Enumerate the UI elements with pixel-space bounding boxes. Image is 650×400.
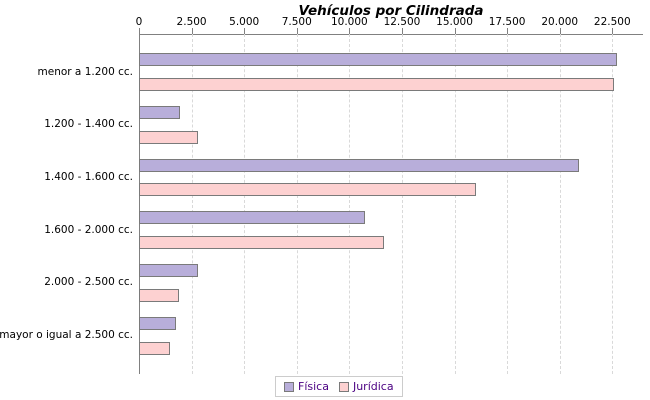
x-tick-mark: [559, 28, 561, 34]
x-tick-label: 20.000: [541, 16, 579, 28]
bar-fisica-1: [139, 106, 180, 119]
x-tick-label: 12.500: [383, 16, 421, 28]
bar-juridica-1: [139, 130, 198, 144]
legend-label: Jurídica: [352, 380, 394, 393]
category-label: 1.200 - 1.400 cc.: [44, 118, 133, 131]
bar-juridica-3: [139, 236, 384, 250]
y-axis-line: [139, 34, 140, 374]
x-tick-label: 5.000: [229, 16, 260, 28]
bar-fisica-4: [139, 264, 198, 278]
gridline: [559, 34, 561, 374]
bar-fisica-2: [139, 158, 579, 172]
chart-title: Vehículos por Cilindrada: [298, 3, 484, 19]
x-tick-label: 10.000: [330, 16, 368, 28]
x-tick-mark: [244, 28, 246, 34]
legend-item: Jurídica: [338, 380, 394, 393]
bar-juridica-4: [139, 288, 179, 302]
x-tick-mark: [612, 28, 614, 34]
bar-fisica-5: [139, 316, 176, 330]
x-tick-mark: [454, 28, 456, 34]
bar-juridica-5: [139, 341, 170, 355]
gridline: [454, 34, 456, 374]
category-label: menor a 1.200 cc.: [37, 65, 133, 78]
bar-fisica-0: [139, 53, 617, 67]
legend-label: Física: [298, 380, 329, 393]
gridline: [244, 34, 246, 374]
x-tick-mark: [296, 28, 298, 34]
gridline: [612, 34, 614, 374]
x-tick-label: 15.000: [436, 16, 473, 28]
x-tick-mark: [507, 28, 509, 34]
legend-swatch-icon: [338, 381, 349, 392]
category-label: 2.000 - 2.500 cc.: [44, 276, 133, 289]
gridline: [401, 34, 403, 374]
legend: Física Jurídica: [275, 376, 403, 397]
gridline: [296, 34, 298, 374]
bar-juridica-0: [139, 78, 614, 91]
legend-item: Física: [284, 380, 329, 393]
gridline: [191, 34, 193, 374]
category-label: 1.600 - 2.000 cc.: [44, 223, 133, 236]
x-tick-mark: [191, 28, 193, 34]
x-tick-mark: [401, 28, 403, 34]
category-label: 1.400 - 1.600 cc.: [44, 171, 133, 183]
gridline: [507, 34, 509, 374]
x-tick-mark: [349, 28, 351, 34]
x-tick-label: 2.500: [176, 16, 207, 28]
x-tick-label: 0: [135, 16, 143, 28]
x-tick-label: 7.500: [281, 16, 312, 28]
x-axis-line: [139, 34, 643, 35]
legend-swatch-icon: [284, 381, 294, 392]
gridline: [349, 34, 351, 374]
bar-fisica-3: [139, 211, 365, 225]
category-label: mayor o igual a 2.500 cc.: [0, 329, 133, 342]
x-tick-label: 17.500: [488, 16, 526, 28]
x-tick-mark: [139, 28, 140, 34]
bar-juridica-2: [139, 183, 476, 197]
x-tick-label: 22.500: [593, 16, 631, 28]
